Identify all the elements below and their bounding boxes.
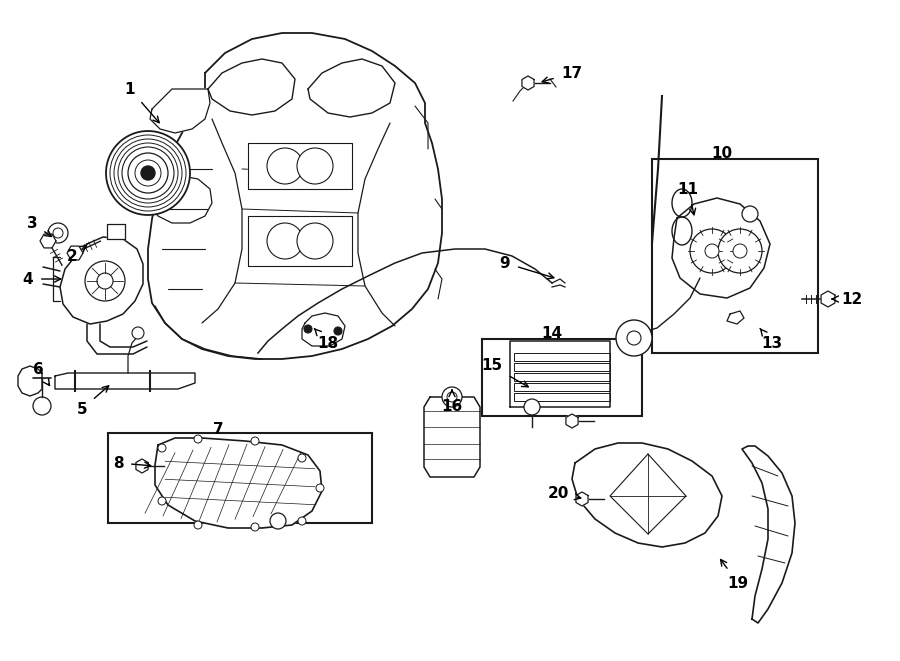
Circle shape — [158, 497, 166, 505]
Polygon shape — [60, 237, 143, 324]
Circle shape — [297, 148, 333, 184]
Text: 14: 14 — [542, 325, 562, 340]
Circle shape — [718, 229, 762, 273]
Circle shape — [298, 517, 306, 525]
Polygon shape — [672, 198, 770, 298]
Bar — [514, 383, 610, 391]
Circle shape — [267, 223, 303, 259]
Circle shape — [110, 135, 186, 211]
Circle shape — [316, 484, 324, 492]
Text: 5: 5 — [76, 386, 109, 416]
Circle shape — [118, 143, 178, 203]
Text: 13: 13 — [760, 329, 783, 350]
Text: 15: 15 — [482, 358, 528, 387]
Polygon shape — [248, 143, 352, 189]
Polygon shape — [40, 234, 56, 248]
Polygon shape — [727, 311, 744, 324]
Polygon shape — [107, 224, 125, 239]
Circle shape — [742, 206, 758, 222]
Text: 3: 3 — [27, 215, 51, 237]
Circle shape — [524, 399, 540, 415]
Polygon shape — [522, 76, 534, 90]
Bar — [108, 433, 372, 523]
Polygon shape — [136, 459, 149, 473]
Polygon shape — [148, 176, 212, 223]
Circle shape — [251, 523, 259, 531]
Circle shape — [48, 223, 68, 243]
Circle shape — [106, 131, 190, 215]
Bar — [652, 159, 818, 353]
Polygon shape — [248, 216, 352, 266]
Text: 20: 20 — [547, 485, 580, 500]
Circle shape — [705, 244, 719, 258]
Circle shape — [690, 229, 734, 273]
Text: 6: 6 — [32, 362, 50, 385]
Circle shape — [447, 392, 457, 402]
Polygon shape — [155, 438, 322, 528]
Circle shape — [132, 327, 144, 339]
Text: 17: 17 — [542, 65, 582, 83]
Circle shape — [442, 387, 462, 407]
Circle shape — [85, 261, 125, 301]
Circle shape — [334, 327, 342, 335]
Text: 19: 19 — [721, 559, 749, 590]
Polygon shape — [67, 246, 83, 260]
Circle shape — [297, 223, 333, 259]
Polygon shape — [18, 366, 42, 396]
Circle shape — [33, 397, 51, 415]
Circle shape — [53, 228, 63, 238]
Polygon shape — [150, 89, 210, 133]
Text: 9: 9 — [500, 256, 554, 279]
Text: 7: 7 — [212, 422, 223, 436]
Circle shape — [270, 513, 286, 529]
Circle shape — [158, 444, 166, 452]
Polygon shape — [55, 373, 195, 389]
Polygon shape — [821, 291, 835, 307]
Circle shape — [627, 331, 641, 345]
Circle shape — [194, 435, 202, 443]
Text: 8: 8 — [112, 455, 150, 471]
Text: 4: 4 — [22, 272, 60, 286]
Polygon shape — [302, 313, 345, 346]
Polygon shape — [742, 446, 795, 623]
Text: 16: 16 — [441, 390, 463, 414]
Circle shape — [733, 244, 747, 258]
Circle shape — [122, 147, 174, 199]
Polygon shape — [308, 59, 395, 117]
Circle shape — [616, 320, 652, 356]
Bar — [514, 373, 610, 381]
Bar — [514, 353, 610, 361]
Circle shape — [251, 437, 259, 445]
Bar — [482, 339, 642, 416]
Circle shape — [304, 325, 312, 333]
Circle shape — [267, 148, 303, 184]
Bar — [514, 393, 610, 401]
Polygon shape — [148, 33, 442, 359]
Text: 2: 2 — [67, 245, 86, 264]
Circle shape — [97, 273, 113, 289]
Polygon shape — [576, 492, 588, 506]
Circle shape — [114, 139, 182, 207]
Polygon shape — [572, 443, 722, 547]
Circle shape — [128, 153, 168, 193]
Text: 1: 1 — [125, 81, 159, 123]
Text: 10: 10 — [711, 145, 733, 161]
Text: 12: 12 — [832, 292, 862, 307]
Bar — [514, 363, 610, 371]
Circle shape — [141, 166, 155, 180]
Text: 11: 11 — [678, 182, 698, 215]
Polygon shape — [208, 59, 295, 115]
Circle shape — [135, 160, 161, 186]
Circle shape — [194, 521, 202, 529]
Polygon shape — [424, 397, 480, 477]
Text: 18: 18 — [314, 329, 338, 350]
Circle shape — [298, 454, 306, 462]
Polygon shape — [566, 414, 578, 428]
